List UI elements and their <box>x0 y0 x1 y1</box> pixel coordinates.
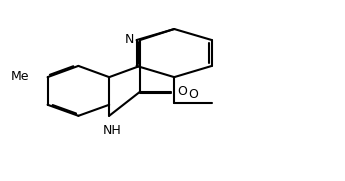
Text: Me: Me <box>10 70 29 83</box>
Text: N: N <box>125 33 134 46</box>
Text: O: O <box>188 88 198 101</box>
Text: NH: NH <box>102 124 121 137</box>
Text: O: O <box>177 85 187 98</box>
